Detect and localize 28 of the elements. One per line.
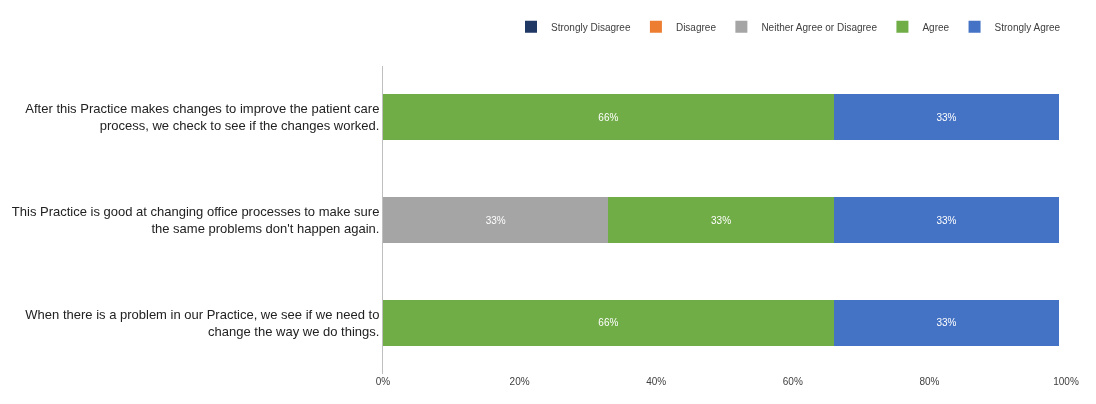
data-label: 66% bbox=[598, 317, 619, 329]
bar bbox=[608, 196, 834, 244]
x-tick-label: 40% bbox=[646, 376, 667, 387]
x-tick-label: 0% bbox=[375, 376, 391, 387]
bar bbox=[833, 94, 1060, 141]
legend-label: Strongly Disagree bbox=[551, 21, 631, 33]
bar bbox=[383, 94, 834, 141]
data-label: 33% bbox=[936, 111, 957, 123]
x-tick-label: 20% bbox=[509, 376, 530, 387]
bar bbox=[383, 196, 609, 244]
y-tick-label: After this Practice makes changes to improve the patient care process, we check to see if the changes worked. bbox=[25, 101, 380, 134]
legend-label: Strongly Agree bbox=[994, 21, 1061, 33]
x-tick-label: 80% bbox=[919, 376, 940, 387]
data-label: 33% bbox=[936, 214, 957, 226]
legend-label: Agree bbox=[922, 21, 950, 33]
data-label: 33% bbox=[485, 214, 506, 226]
legend-label: Neither Agree or Disagree bbox=[761, 21, 878, 33]
data-label: 33% bbox=[936, 317, 957, 329]
x-tick-label: 100% bbox=[1053, 376, 1079, 387]
data-label: 33% bbox=[711, 214, 732, 226]
y-tick-label: This Practice is good at changing office processes to make sure the same problems don't happen again. bbox=[11, 204, 380, 236]
y-tick-label: When there is a problem in our Practice, we see if we need to change the way we do things. bbox=[25, 306, 380, 339]
bar bbox=[833, 196, 1060, 244]
data-label: 66% bbox=[598, 111, 619, 123]
bar bbox=[383, 299, 834, 346]
x-tick-label: 60% bbox=[782, 376, 803, 387]
legend-label: Disagree bbox=[675, 21, 717, 33]
bar bbox=[833, 299, 1060, 346]
